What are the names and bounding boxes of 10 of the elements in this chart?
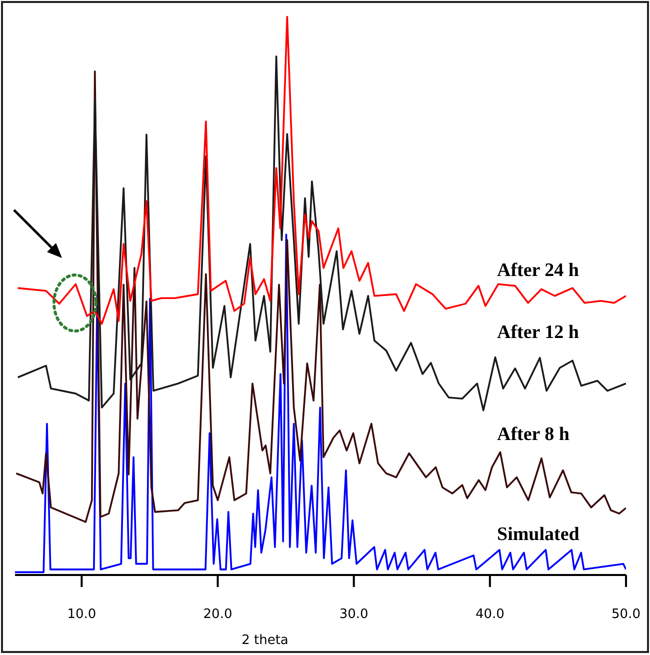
series-label: After 24 h	[497, 260, 580, 281]
x-tick-label: 50.0	[612, 607, 640, 622]
series-label: After 12 h	[497, 322, 580, 343]
x-tick-label: 10.0	[67, 607, 96, 622]
x-tick-label: 40.0	[475, 607, 504, 622]
x-tick-label: 30.0	[339, 607, 368, 622]
x-axis-title: 2 theta	[242, 633, 288, 648]
series-label: After 8 h	[497, 424, 570, 445]
x-tick-label: 20.0	[203, 607, 232, 622]
series-label: Simulated	[497, 524, 580, 545]
